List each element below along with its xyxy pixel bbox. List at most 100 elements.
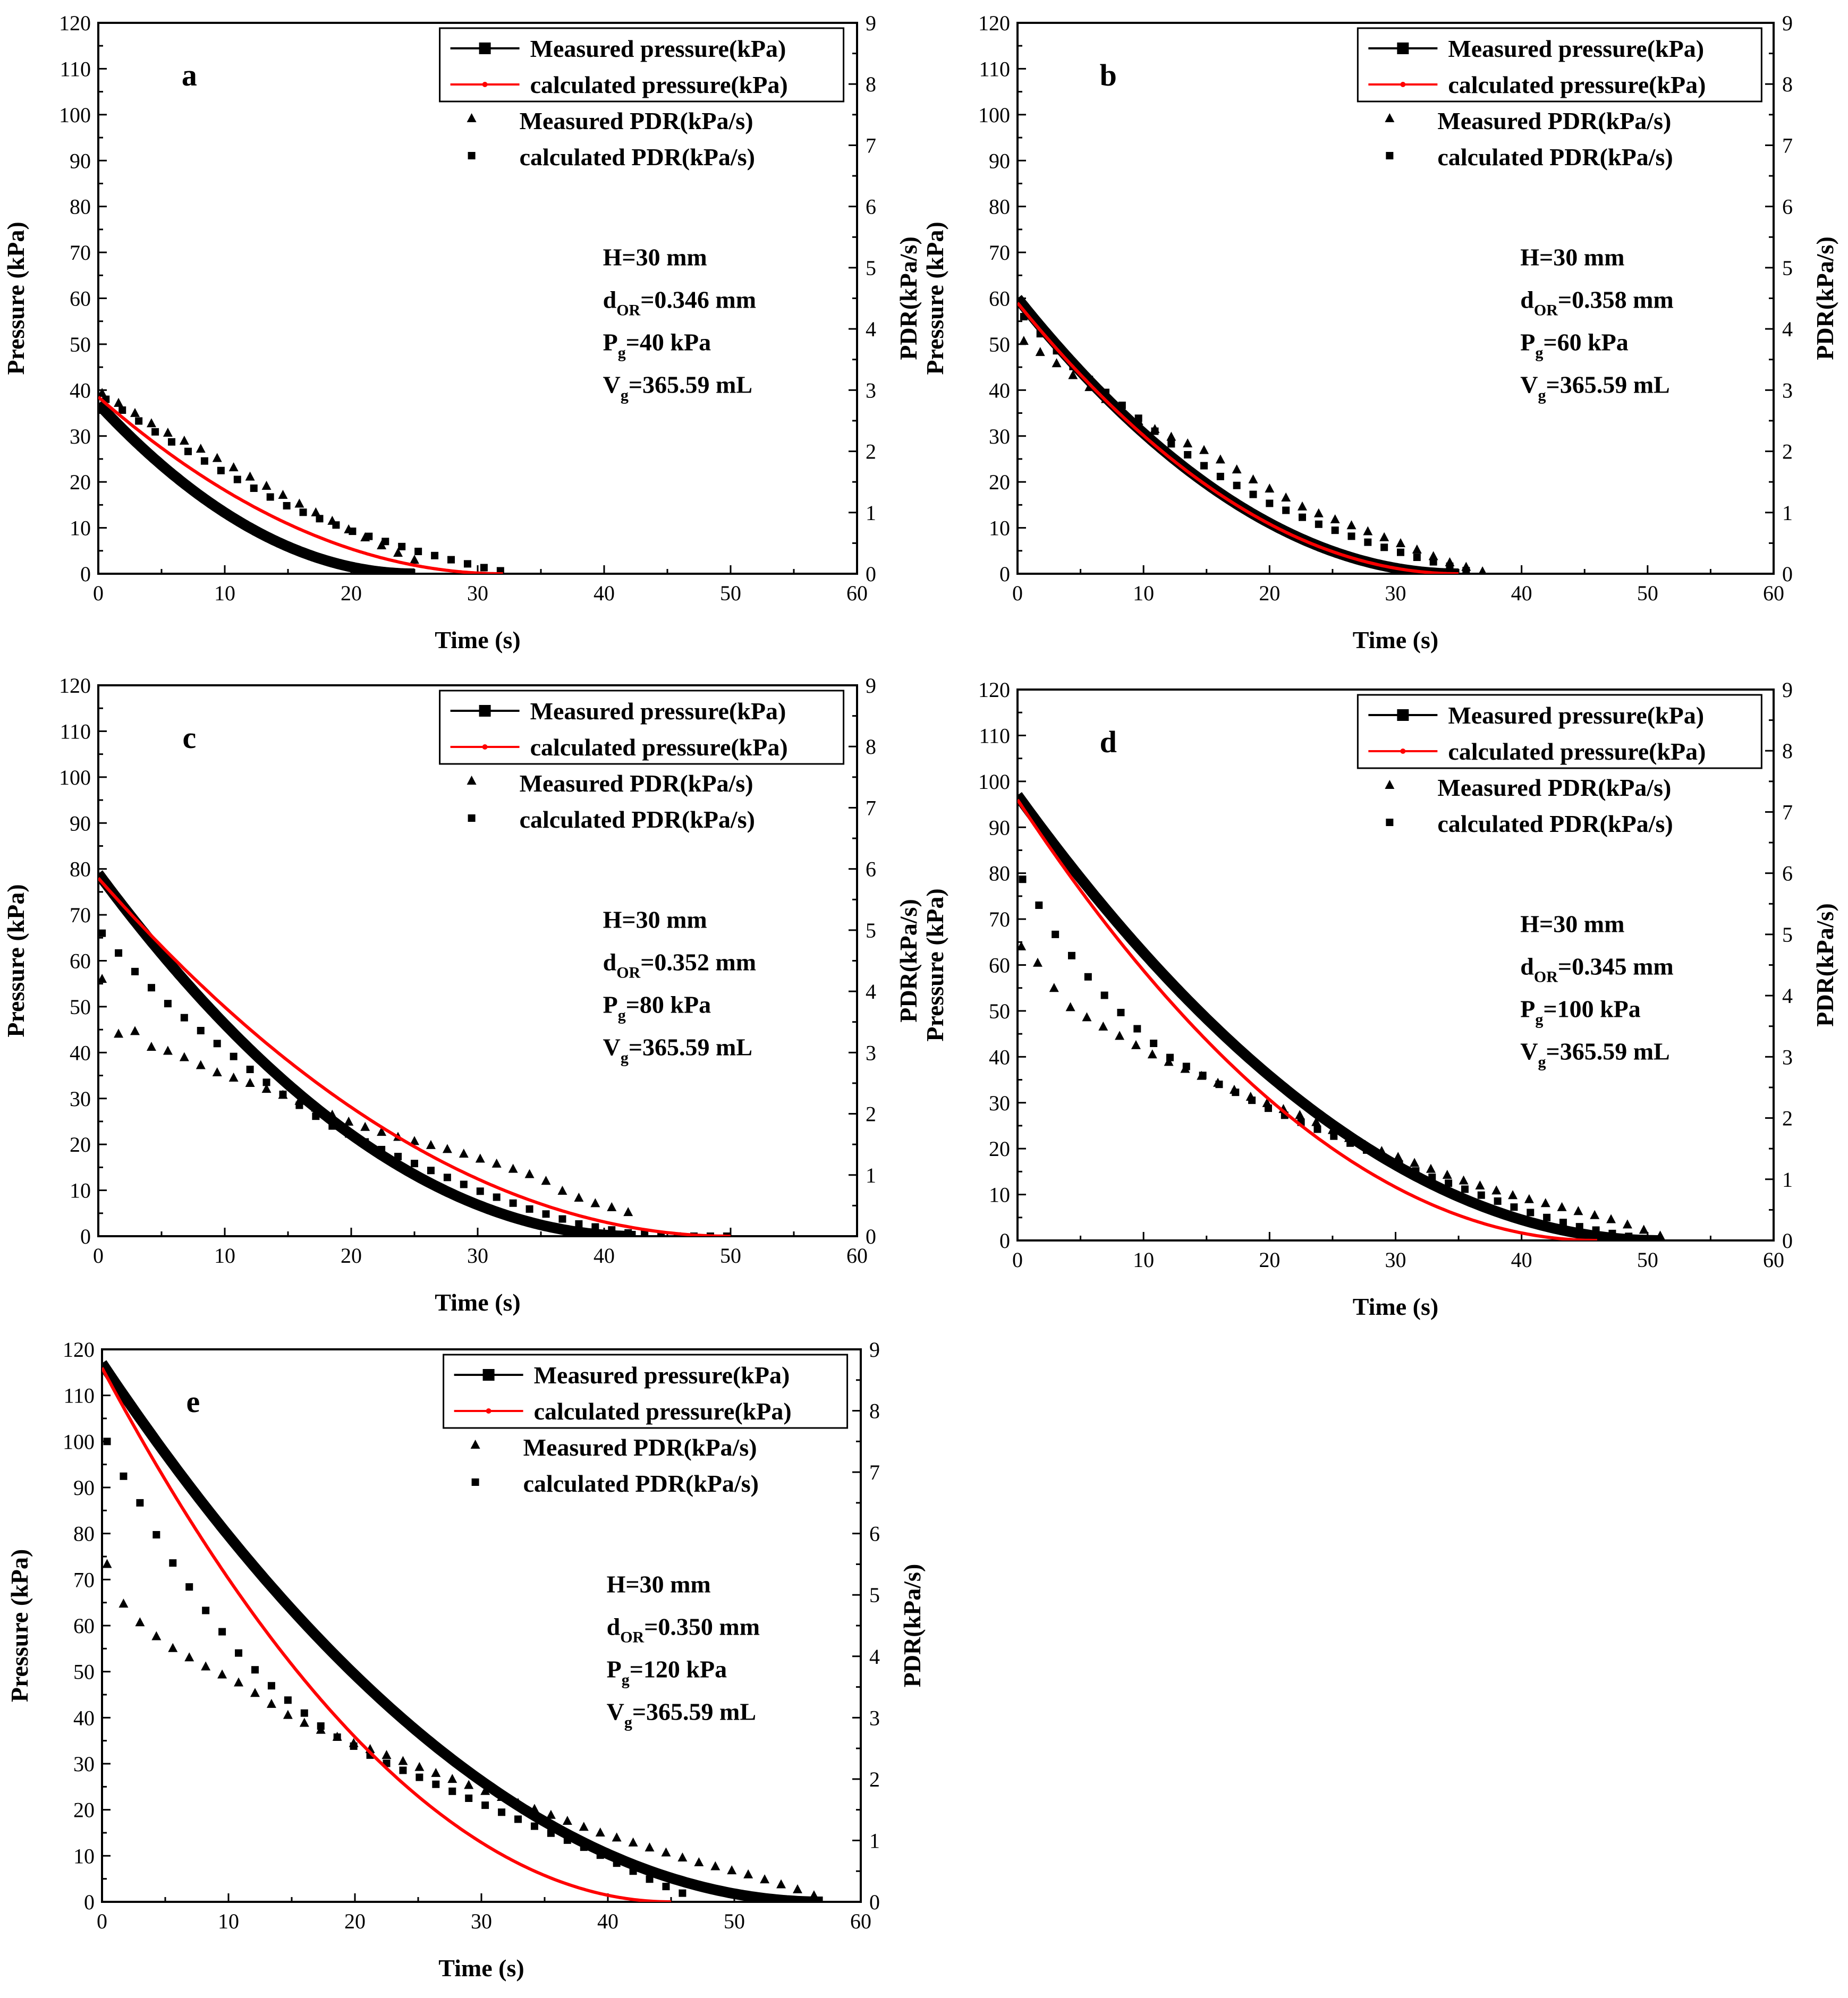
y-left-tick-label: 100: [59, 103, 91, 127]
plot-data: [1018, 295, 1487, 574]
calculated-pdr-point: [662, 1883, 670, 1891]
param-gas-volume: Vg=365.59 mL: [1520, 371, 1669, 404]
plot-data: [98, 870, 731, 1236]
measured-pdr-point: [1265, 483, 1275, 493]
calculated-pdr-point: [147, 984, 155, 992]
measured-pdr-point: [595, 1827, 605, 1837]
measured-pdr-point: [261, 481, 272, 490]
plot-data: [98, 388, 504, 574]
legend-box: [1357, 694, 1762, 769]
measured-pdr-point: [579, 1822, 589, 1831]
y-left-tick-label: 20: [989, 470, 1010, 494]
measured-pdr-point: [557, 1186, 567, 1195]
calculated-pdr-point: [152, 1531, 160, 1538]
calculated-pdr-point: [514, 1815, 522, 1823]
measured-pdr-point: [1049, 983, 1059, 992]
measured-pdr-point: [1068, 370, 1078, 379]
y-right-tick-label: 8: [1782, 739, 1793, 763]
measured-pressure-line: [1018, 295, 1462, 574]
measured-pdr-point: [118, 1599, 129, 1608]
measured-pdr-point: [1524, 1194, 1534, 1203]
measured-pdr-point: [1410, 1158, 1420, 1167]
measured-pdr-point: [349, 1738, 359, 1747]
y-right-tick-label: 6: [1782, 862, 1793, 886]
calculated-pdr-point: [460, 1180, 468, 1188]
legend-label-measured-pdr: Measured PDR(kPa/s): [523, 1434, 757, 1461]
calculated-pdr-point: [115, 949, 123, 957]
param-height: H=30 mm: [607, 1571, 711, 1598]
legend-label-measured-pressure: Measured pressure(kPa): [534, 1362, 790, 1389]
measured-pdr-point: [130, 407, 140, 417]
y-left-tick-label: 80: [989, 195, 1010, 219]
y-right-tick-label: 8: [866, 72, 876, 96]
calculated-pdr-point: [558, 1215, 566, 1223]
plot-data: [1018, 792, 1665, 1240]
measured-pdr-point: [1346, 520, 1357, 530]
measured-pdr-point: [760, 1874, 770, 1884]
y-right-axis-title: PDR(kPa/s): [1811, 903, 1838, 1027]
calculated-pdr-point: [246, 1066, 254, 1074]
measured-pdr-point: [146, 418, 156, 428]
x-axis-title: Time (s): [435, 1289, 520, 1316]
measured-pdr-point: [464, 1780, 474, 1789]
calculated-pdr-point: [1282, 506, 1290, 514]
legend-label-calculated-pressure: calculated pressure(kPa): [534, 1398, 792, 1425]
measured-pdr-point: [278, 490, 288, 499]
measured-pdr-point: [562, 1816, 572, 1825]
x-axis-title: Time (s): [1353, 1293, 1438, 1320]
legend-measured-pdr-marker: [467, 776, 477, 785]
x-tick-label: 10: [1133, 1248, 1154, 1272]
measured-pressure-line: [1018, 792, 1663, 1240]
y-right-tick-label: 4: [1782, 317, 1793, 341]
calculated-pdr-point: [411, 1160, 418, 1168]
y-left-tick-label: 80: [70, 195, 91, 219]
legend-measured-pressure-marker: [479, 705, 491, 717]
measured-pdr-point: [184, 1652, 194, 1662]
y-left-tick-label: 60: [70, 287, 91, 311]
y-left-tick-label: 70: [70, 241, 91, 265]
measured-pdr-point: [410, 1136, 419, 1145]
x-tick-label: 10: [1133, 581, 1154, 605]
param-orifice-diameter: dOR=0.352 mm: [603, 948, 756, 981]
calculated-pdr-point: [131, 967, 139, 975]
measured-pdr-point: [228, 462, 239, 472]
x-tick-label: 30: [471, 1909, 492, 1933]
measured-pdr-point: [217, 1669, 227, 1679]
measured-pdr-point: [393, 548, 403, 557]
y-right-tick-label: 7: [1782, 133, 1793, 157]
param-orifice-diameter: dOR=0.346 mm: [603, 286, 756, 319]
measured-pdr-point: [1180, 1064, 1190, 1073]
x-tick-label: 10: [214, 581, 235, 605]
legend-measured-pdr-marker: [1385, 780, 1395, 789]
measured-pdr-point: [250, 1688, 260, 1697]
measured-pdr-point: [360, 532, 370, 542]
y-left-tick-label: 30: [989, 1091, 1010, 1115]
calculated-pdr-point: [493, 1193, 501, 1201]
y-right-tick-label: 9: [1782, 11, 1793, 35]
legend-measured-pressure-marker: [482, 1369, 495, 1381]
calculated-pdr-point: [118, 406, 126, 414]
measured-pdr-point: [316, 1724, 326, 1734]
y-left-tick-label: 0: [80, 562, 91, 586]
parameter-block: H=30 mm dOR=0.358 mm Pg=60 kPa Vg=365.59 mL: [1520, 243, 1673, 404]
x-tick-label: 20: [1259, 581, 1280, 605]
param-gas-volume: Vg=365.59 mL: [1520, 1038, 1669, 1070]
y-left-axis-title: Pressure (kPa): [2, 222, 29, 375]
measured-pdr-point: [114, 1028, 124, 1038]
measured-pdr-point: [1131, 1040, 1141, 1049]
legend-box: [439, 27, 845, 103]
measured-pdr-point: [130, 1026, 140, 1035]
x-tick-label: 50: [720, 581, 741, 605]
x-tick-label: 40: [597, 1909, 618, 1933]
calculated-pdr-point: [1461, 1185, 1469, 1193]
calculated-pdr-point: [1117, 1008, 1125, 1016]
calculated-pdr-point: [98, 929, 106, 937]
param-height: H=30 mm: [603, 906, 707, 933]
calculated-pdr-point: [414, 548, 422, 556]
x-tick-label: 60: [846, 581, 868, 605]
y-right-tick-label: 5: [1782, 256, 1793, 280]
y-left-tick-label: 90: [989, 815, 1010, 839]
param-height: H=30 mm: [1520, 910, 1624, 937]
calculated-pdr-point: [530, 1822, 538, 1830]
measured-pdr-point: [1393, 1152, 1403, 1161]
